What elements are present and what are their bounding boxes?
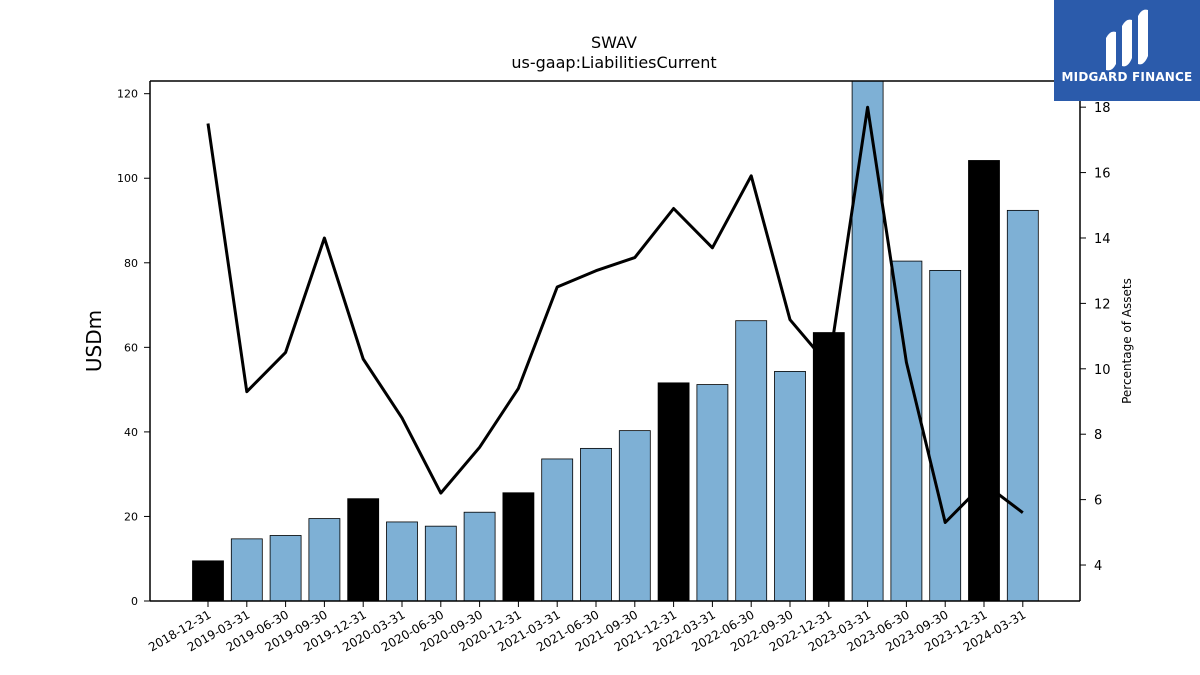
x-axis-ticks: 2018-12-312019-03-312019-06-302019-09-30… (146, 601, 1028, 654)
bar (890, 260, 923, 602)
chart-subtitle: us-gaap:LiabilitiesCurrent (511, 53, 716, 72)
y2-tick-label: 10 (1094, 363, 1111, 378)
y2-tick-label: 8 (1094, 428, 1102, 443)
bar (774, 371, 806, 602)
bar (386, 521, 418, 602)
bar (696, 384, 729, 602)
bar (618, 430, 651, 602)
y-tick-label: 40 (124, 426, 138, 439)
bar (192, 560, 224, 602)
y-tick-label: 60 (124, 341, 138, 354)
bar (541, 458, 574, 602)
y2-tick-label: 12 (1094, 297, 1111, 312)
y-tick-label: 100 (117, 172, 138, 185)
bar (269, 535, 302, 602)
bar (929, 269, 962, 602)
bar (308, 518, 341, 602)
bar (502, 492, 535, 602)
bar-series (192, 80, 1039, 602)
bar (812, 332, 845, 602)
y2-tick-label: 18 (1094, 101, 1111, 116)
y2-tick-label: 14 (1094, 232, 1111, 247)
line-series (206, 105, 1024, 524)
brand-logo: MIDGARD FINANCE (1054, 0, 1200, 101)
y2-axis-label: Percentage of Assets (1120, 278, 1134, 404)
y2-tick-label: 16 (1094, 167, 1111, 182)
bar (851, 80, 884, 602)
line-path (206, 105, 1024, 524)
bar (657, 382, 690, 602)
brand-name: MIDGARD FINANCE (1061, 70, 1193, 84)
axes (149, 80, 1081, 602)
chart-title: SWAV (591, 33, 637, 52)
right-axis-ticks: 4 6 8 10 12 14 16 18 (1080, 101, 1111, 574)
left-axis-ticks: 0 20 40 60 80 100 120 (117, 88, 150, 608)
y-tick-label: 20 (124, 510, 138, 523)
y-tick-label: 80 (124, 257, 138, 270)
bar (230, 538, 263, 602)
bar (968, 160, 1000, 602)
bar (347, 498, 380, 602)
bar (735, 320, 768, 602)
bar (1006, 209, 1039, 602)
y2-tick-label: 4 (1094, 559, 1102, 574)
bar (424, 525, 457, 602)
bar (463, 511, 496, 602)
y-axis-label: USDm (82, 310, 106, 372)
y-tick-label: 120 (117, 88, 138, 101)
bar (580, 447, 612, 602)
y-tick-label: 0 (131, 595, 138, 608)
y2-tick-label: 6 (1094, 494, 1102, 509)
midgard-logo-icon (1106, 9, 1148, 71)
